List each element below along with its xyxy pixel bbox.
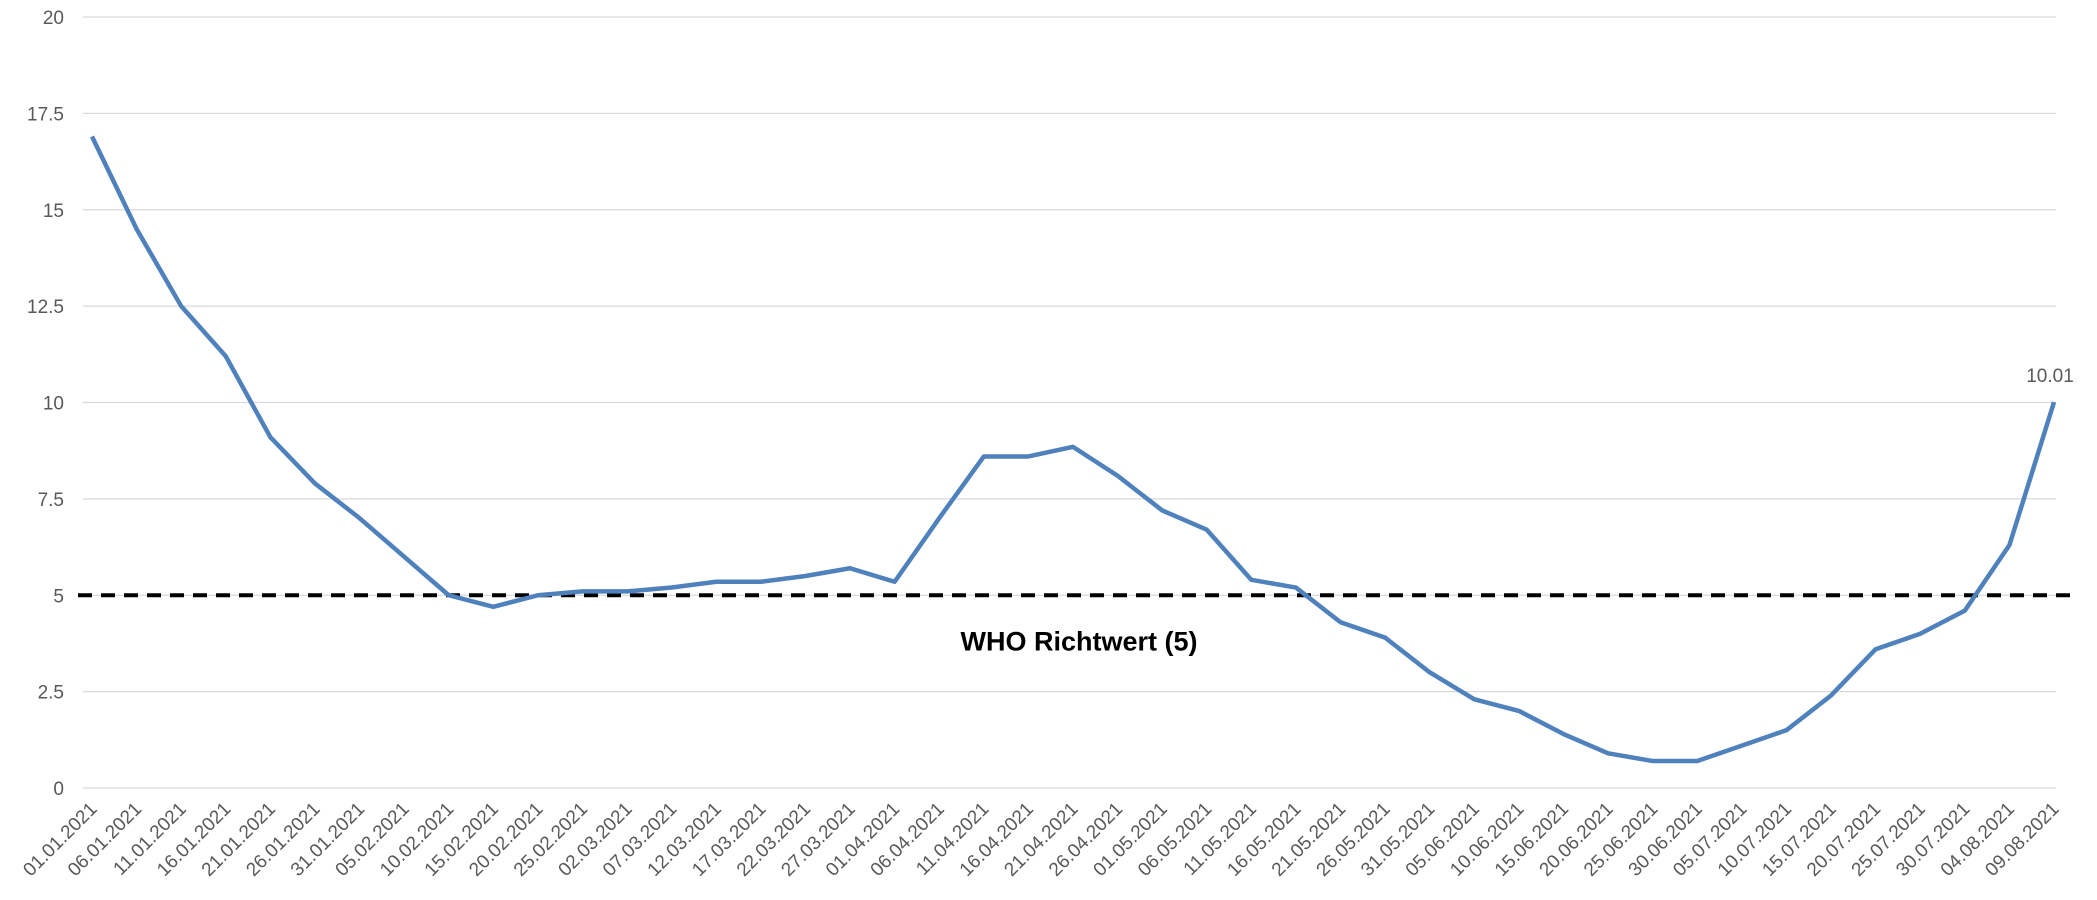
y-tick-label: 2.5 [38, 683, 64, 704]
y-tick-label: 0 [53, 779, 64, 800]
y-tick-label: 5 [53, 586, 64, 607]
y-tick-label: 10 [43, 394, 64, 415]
line-series [89, 135, 2057, 764]
reference-label: WHO Richtwert (5) [960, 626, 1197, 656]
y-tick-label: 17.5 [27, 104, 64, 125]
y-tick-label: 15 [43, 201, 64, 222]
y-tick-label: 12.5 [27, 297, 64, 318]
y-tick-label: 20 [43, 8, 64, 29]
data-label: 10.01 [2026, 366, 2074, 387]
y-tick-label: 7.5 [38, 490, 64, 511]
